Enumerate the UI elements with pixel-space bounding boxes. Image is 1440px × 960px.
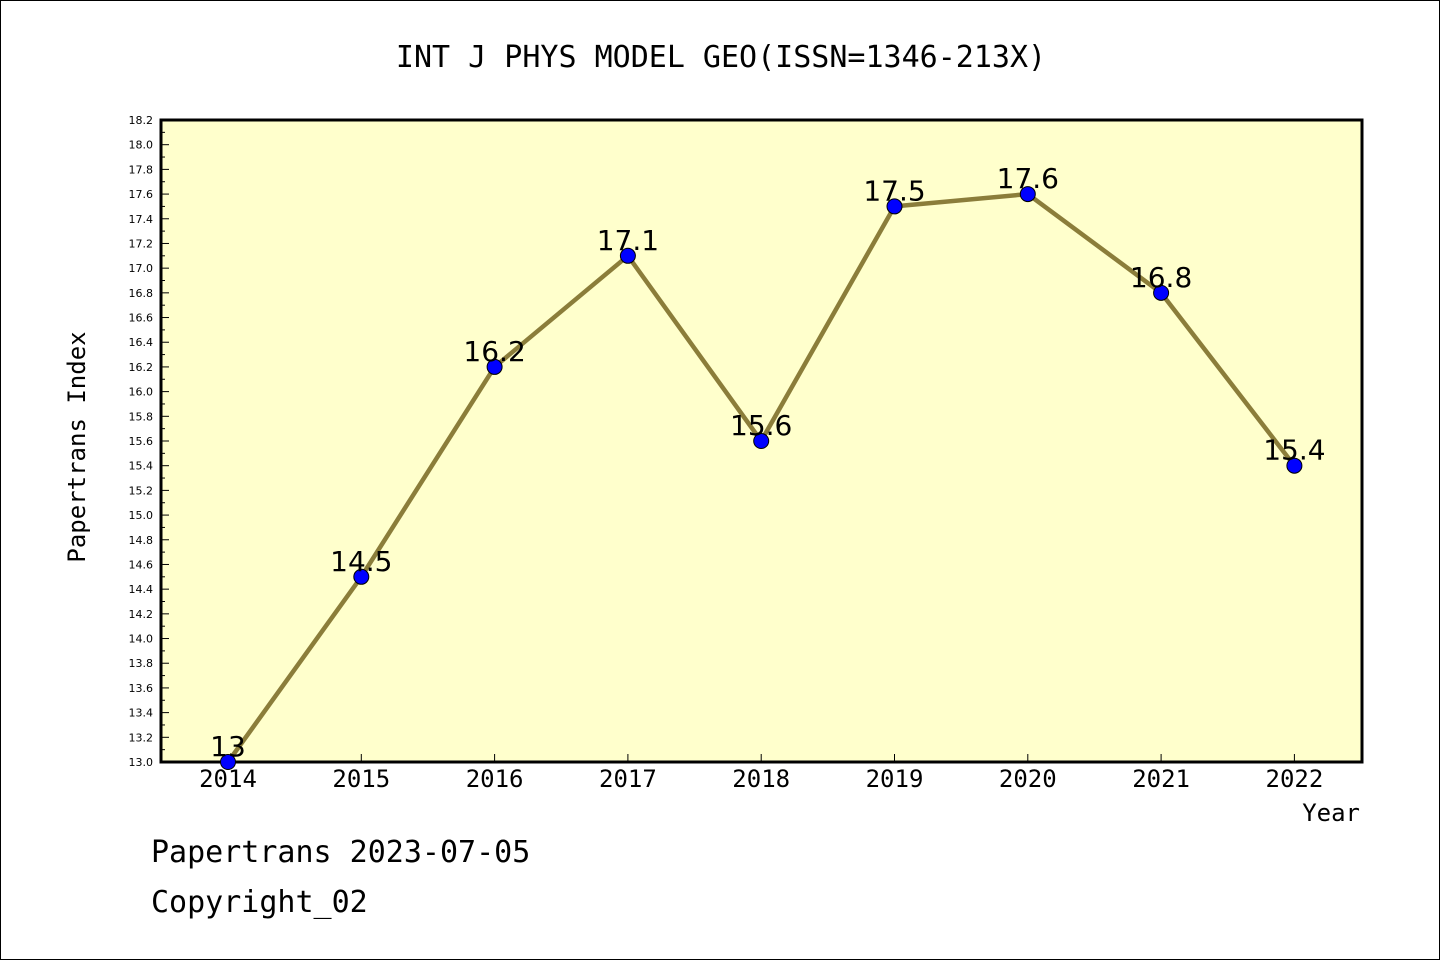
x-axis-label: Year [1302,799,1360,827]
y-tick-label: 16.4 [129,336,154,349]
x-tick-label: 2021 [1132,765,1190,793]
y-tick-label: 15.2 [129,484,154,497]
y-tick-label: 17.2 [129,237,154,250]
y-tick-label: 15.0 [129,509,154,522]
x-tick-label: 2016 [466,765,524,793]
x-axis-tick-labels: 2014 2015 2016 2017 2018 2019 2020 2021 2022 [199,765,1323,793]
y-axis-ticks [161,119,169,763]
y-tick-label: 18.0 [129,139,154,152]
y-tick-label: 14.4 [129,583,154,596]
y-tick-label: 13.4 [129,707,154,720]
y-axis-tick-labels: 13.0 13.2 13.4 13.6 13.8 14.0 14.2 14.4 14.6 14.8… [129,114,154,769]
y-tick-label: 13.0 [129,756,154,769]
y-tick-label: 14.2 [129,608,154,621]
data-point [619,247,636,264]
y-tick-label: 18.2 [129,114,154,127]
y-tick-label: 17.4 [129,213,154,226]
data-point [220,754,236,770]
x-tick-label: 2019 [866,765,924,793]
y-tick-label: 14.6 [129,558,154,571]
y-tick-label: 17.8 [129,163,154,176]
data-point [753,433,770,449]
y-tick-label: 16.0 [129,386,154,399]
y-tick-label: 13.6 [129,682,154,695]
footer-date-text: Papertrans 2023-07-05 [151,835,531,870]
y-tick-label: 15.6 [129,435,154,448]
data-label: 15.4 [1263,434,1325,467]
data-point [486,358,503,375]
y-tick-label: 16.8 [129,287,154,300]
data-label: 17.6 [997,162,1059,195]
y-tick-label: 15.8 [129,410,154,423]
y-axis-label: Papertrans Index [63,331,91,562]
y-tick-label: 13.2 [129,731,154,744]
y-tick-label: 14.8 [129,534,154,547]
data-point [1019,186,1036,203]
data-label: 13 [210,730,246,763]
chart-title: INT J PHYS MODEL GEO(ISSN=1346-213X) [396,40,1046,75]
x-tick-label: 2015 [332,765,390,793]
data-label: 16.8 [1130,261,1192,294]
data-label: 16.2 [463,335,525,368]
y-tick-label: 14.0 [129,633,154,646]
data-point [1153,284,1170,301]
data-point [886,198,903,215]
data-label: 15.6 [730,409,792,442]
y-tick-label: 15.4 [129,460,154,473]
y-tick-label: 17.0 [129,262,154,275]
data-point [353,568,370,585]
series-group: 13 14.5 16.2 17.1 15.6 17.5 17.6 16.8 15.4 [210,162,1326,770]
x-tick-label: 2022 [1266,765,1324,793]
x-tick-label: 2017 [599,765,657,793]
footer-copyright-text: Copyright_02 [151,885,368,920]
data-label: 17.5 [863,174,925,207]
x-tick-label: 2018 [732,765,790,793]
y-tick-label: 17.6 [129,188,154,201]
y-tick-label: 16.6 [129,312,154,325]
x-tick-label: 2020 [999,765,1057,793]
y-tick-label: 13.8 [129,657,154,670]
y-tick-label: 16.2 [129,361,154,374]
data-label: 14.5 [330,545,392,578]
data-point [1286,457,1303,474]
data-label: 17.1 [597,224,659,257]
